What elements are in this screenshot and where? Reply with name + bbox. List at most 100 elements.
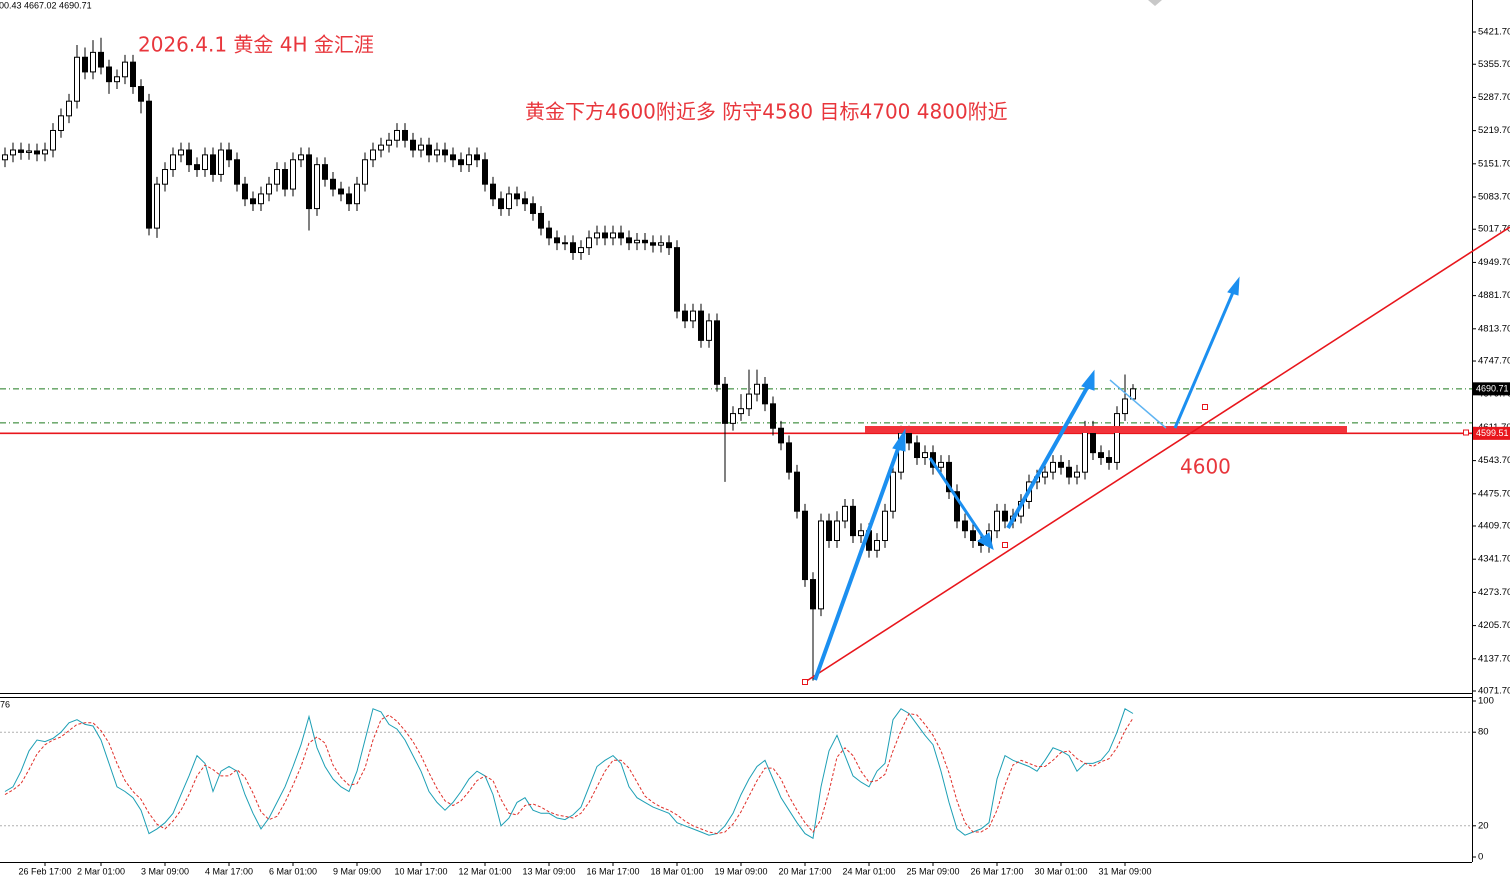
candle-body bbox=[354, 183, 360, 205]
y-tick-label: 100 bbox=[1478, 696, 1494, 707]
drawings bbox=[802, 226, 1510, 685]
x-tick-label: 20 Mar 17:00 bbox=[778, 866, 831, 876]
candle-body bbox=[858, 530, 864, 537]
candle-body bbox=[138, 86, 144, 102]
y-tick-label: 5017.70 bbox=[1478, 224, 1510, 235]
y-tick-label: 5083.70 bbox=[1478, 192, 1510, 203]
y-tick-label: 4949.70 bbox=[1478, 257, 1510, 268]
candle-body bbox=[362, 159, 368, 185]
candle-body bbox=[826, 520, 832, 542]
x-tick-label: 10 Mar 17:00 bbox=[394, 866, 447, 876]
candle-body bbox=[170, 154, 176, 171]
x-tick-label: 26 Mar 17:00 bbox=[970, 866, 1023, 876]
anchor-point bbox=[1463, 429, 1469, 436]
y-tick-label: 4273.70 bbox=[1478, 587, 1510, 598]
candle-body bbox=[578, 247, 584, 254]
candle-body bbox=[1122, 398, 1128, 415]
x-tick-label: 6 Mar 01:00 bbox=[269, 866, 317, 876]
candle-body bbox=[194, 164, 200, 171]
corner-marker bbox=[1148, 0, 1162, 6]
x-tick-label: 2 Mar 01:00 bbox=[77, 866, 125, 876]
candle-body bbox=[178, 149, 184, 156]
x-tick-label: 19 Mar 09:00 bbox=[714, 866, 767, 876]
candle-body bbox=[186, 149, 192, 166]
candle-body bbox=[642, 239, 648, 244]
candle-body bbox=[58, 115, 64, 131]
y-tick-label: 20 bbox=[1478, 820, 1489, 831]
candle-body bbox=[834, 520, 840, 542]
price-tag-label: 4690.71 bbox=[1476, 384, 1509, 394]
x-tick-label: 3 Mar 09:00 bbox=[141, 866, 189, 876]
candle-body bbox=[730, 413, 736, 424]
candle-body bbox=[890, 471, 896, 512]
candle-body bbox=[258, 193, 264, 205]
oscillator-line bbox=[4, 708, 1134, 840]
candle-body bbox=[562, 242, 568, 245]
arrow bbox=[1173, 289, 1236, 429]
price-tag bbox=[1473, 426, 1510, 440]
candle-body bbox=[682, 310, 688, 322]
candle-body bbox=[634, 239, 640, 244]
x-tick-label: 30 Mar 01:00 bbox=[1034, 866, 1087, 876]
candle-body bbox=[714, 320, 720, 385]
candle-body bbox=[594, 232, 600, 239]
candle-body bbox=[322, 164, 328, 180]
y-tick-label: 5355.70 bbox=[1478, 59, 1510, 70]
x-tick-label: 31 Mar 09:00 bbox=[1098, 866, 1151, 876]
candle-body bbox=[1042, 471, 1048, 478]
candle-body bbox=[738, 408, 744, 415]
candle-body bbox=[130, 61, 136, 88]
candle-body bbox=[82, 56, 88, 73]
candle-body bbox=[498, 198, 504, 210]
y-tick-label: 0 bbox=[1478, 852, 1483, 863]
candle-body bbox=[786, 442, 792, 473]
candle-body bbox=[378, 144, 384, 151]
candle-body bbox=[458, 159, 464, 166]
y-tick-label: 4409.70 bbox=[1478, 521, 1510, 532]
price-tag-label: 4599.51 bbox=[1476, 428, 1509, 438]
candle-body bbox=[602, 232, 608, 239]
annotation: 黄金下方4600附近多 防守4580 目标4700 4800附近 bbox=[525, 100, 1008, 124]
candle-body bbox=[530, 203, 536, 214]
oscillator-header: 76 bbox=[0, 699, 10, 709]
x-tick-label: 25 Mar 09:00 bbox=[906, 866, 959, 876]
arrow bbox=[813, 445, 901, 681]
candle-body bbox=[650, 242, 656, 246]
support-zone bbox=[865, 426, 1347, 433]
annotation: 4600 bbox=[1180, 455, 1231, 479]
candle-body bbox=[690, 310, 696, 322]
candle-body bbox=[754, 383, 760, 395]
candle-body bbox=[66, 100, 72, 117]
candle-body bbox=[242, 183, 248, 200]
candle-body bbox=[770, 403, 776, 429]
candle-body bbox=[162, 169, 168, 185]
candle-body bbox=[410, 139, 416, 151]
candle-body bbox=[586, 237, 592, 249]
candle-body bbox=[994, 510, 1000, 532]
candle-body bbox=[26, 150, 32, 153]
candle-body bbox=[882, 510, 888, 542]
candle-body bbox=[330, 178, 336, 190]
candle-body bbox=[218, 149, 224, 175]
candle-body bbox=[90, 51, 96, 73]
candle-body bbox=[18, 149, 24, 153]
oscillator-line bbox=[4, 712, 1134, 835]
candle-body bbox=[666, 242, 672, 249]
candle-body bbox=[1058, 461, 1064, 468]
candle-body bbox=[850, 505, 856, 537]
candle-body bbox=[906, 432, 912, 444]
oscillator-panel: 0 20 80 100 bbox=[0, 696, 1494, 863]
candle-body bbox=[290, 159, 296, 190]
candle-body bbox=[42, 149, 48, 155]
candle-body bbox=[570, 242, 576, 254]
candle-body bbox=[778, 427, 784, 444]
candle-body bbox=[402, 129, 408, 141]
candle-body bbox=[202, 154, 208, 171]
candle-body bbox=[626, 237, 632, 244]
candle-body bbox=[1050, 461, 1056, 473]
candle-body bbox=[970, 530, 976, 542]
candle-body bbox=[1106, 457, 1112, 463]
